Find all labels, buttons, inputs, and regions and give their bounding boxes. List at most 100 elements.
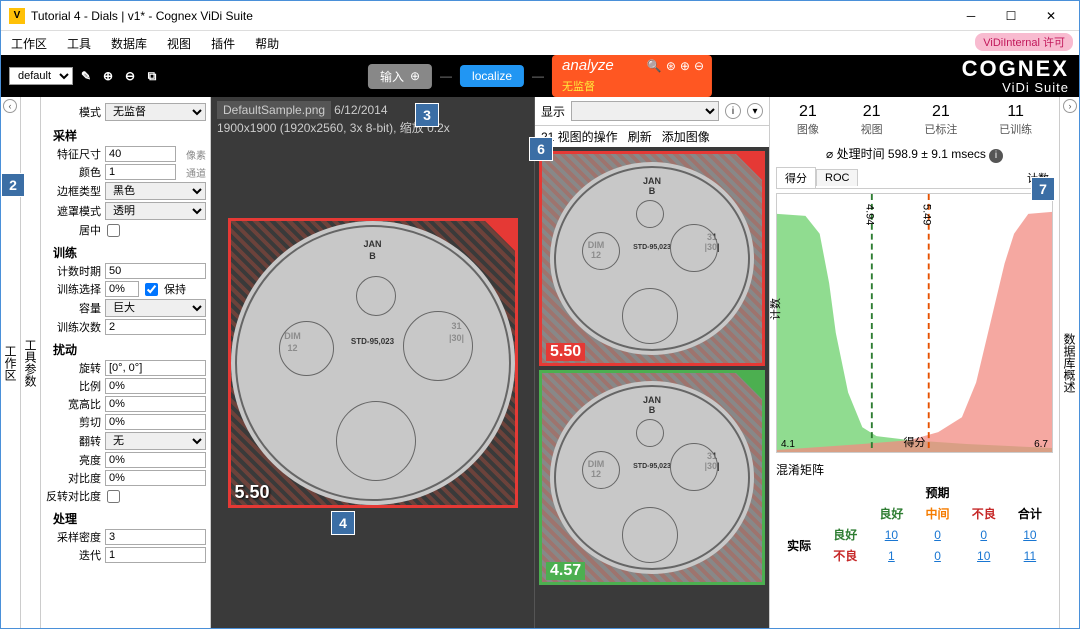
- col-bad: 不良: [961, 503, 1007, 524]
- matrix-cell[interactable]: 10: [961, 545, 1007, 566]
- scale-input[interactable]: [105, 378, 206, 394]
- processing-section: 处理: [53, 510, 206, 527]
- tab-roc[interactable]: ROC: [816, 169, 858, 186]
- color-input[interactable]: [105, 164, 176, 180]
- threshold-2-label: 5.49: [920, 204, 932, 225]
- invcontrast-label: 反转对比度: [45, 488, 101, 504]
- add-image-button[interactable]: 添加图像: [662, 128, 710, 145]
- menu-tools[interactable]: 工具: [63, 33, 95, 54]
- search-icon[interactable]: 🔍: [647, 59, 662, 73]
- contrast-label: 对比度: [45, 470, 101, 486]
- thumbnail-item[interactable]: JANBSTD-95,023DIM1231|30|5.50: [539, 151, 765, 366]
- chevron-down-icon[interactable]: ▾: [747, 103, 763, 119]
- minus-circle-icon[interactable]: ⊖: [694, 59, 704, 73]
- x-tick: 6.7: [1034, 439, 1048, 450]
- matrix-cell[interactable]: 0: [914, 524, 960, 545]
- cognex-logo: COGNEX ViDi Suite: [962, 58, 1069, 95]
- display-filter-select[interactable]: [571, 101, 719, 121]
- timing-label: ⌀ 处理时间 598.9 ± 9.1 msecs i: [776, 145, 1053, 163]
- capacity-label: 容量: [45, 300, 101, 316]
- matrix-cell[interactable]: 1: [868, 545, 914, 566]
- feature-size-input[interactable]: [105, 146, 176, 162]
- shear-input[interactable]: [105, 414, 206, 430]
- feature-size-label: 特征尺寸: [45, 146, 101, 162]
- border-select[interactable]: 黑色: [105, 182, 206, 200]
- rotation-input[interactable]: [105, 360, 206, 376]
- mask-select[interactable]: 透明: [105, 202, 206, 220]
- menu-plugins[interactable]: 插件: [207, 33, 239, 54]
- menu-workspace[interactable]: 工作区: [7, 33, 51, 54]
- col-good: 良好: [868, 503, 914, 524]
- menu-database[interactable]: 数据库: [107, 33, 151, 54]
- thumb-score: 4.57: [546, 562, 585, 580]
- thumbnail-list[interactable]: JANBSTD-95,023DIM1231|30|5.50JANBSTD-95,…: [535, 147, 769, 628]
- flip-select[interactable]: 无: [105, 432, 206, 450]
- aspect-input[interactable]: [105, 396, 206, 412]
- density-input[interactable]: [105, 529, 206, 545]
- close-button[interactable]: ✕: [1031, 4, 1071, 28]
- thumbnail-item[interactable]: JANBSTD-95,023DIM1231|30|4.57: [539, 370, 765, 585]
- x-tick: 4.1: [781, 439, 795, 450]
- keep-checkbox[interactable]: [145, 283, 158, 296]
- generation-input[interactable]: [105, 547, 206, 563]
- mode-select[interactable]: 无监督: [105, 103, 206, 121]
- plus-circle-icon: ⊕: [410, 69, 420, 83]
- callout-7: 7: [1031, 177, 1055, 201]
- trainsel-input[interactable]: [105, 281, 139, 297]
- iters-input[interactable]: [105, 319, 206, 335]
- window-title: Tutorial 4 - Dials | v1* - Cognex ViDi S…: [31, 9, 951, 23]
- matrix-cell[interactable]: 10: [1007, 524, 1053, 545]
- matrix-cell[interactable]: 0: [914, 545, 960, 566]
- callout-2: 2: [1, 173, 25, 197]
- matrix-cell[interactable]: 0: [961, 524, 1007, 545]
- keep-label: 保持: [164, 281, 186, 297]
- generation-label: 迭代: [45, 547, 101, 563]
- menu-view[interactable]: 视图: [163, 33, 195, 54]
- add-icon[interactable]: ✎: [77, 67, 95, 85]
- main-result-box[interactable]: JAN B DIM 12 STD-95,023 31 |30|: [228, 218, 518, 508]
- contrast-input[interactable]: [105, 470, 206, 486]
- brain-icon[interactable]: ⊛: [666, 59, 676, 73]
- license-badge: ViDiInternal 许可: [975, 33, 1073, 51]
- mode-label: 模式: [45, 104, 101, 120]
- unit-label: 像素: [180, 147, 206, 162]
- minimize-button[interactable]: ─: [951, 4, 991, 28]
- image-viewer[interactable]: DefaultSample.png 6/12/2014 1900x1900 (1…: [211, 97, 534, 628]
- refresh-button[interactable]: 刷新: [628, 128, 652, 145]
- collapse-right-icon[interactable]: ›: [1063, 99, 1077, 113]
- plus-circle-icon[interactable]: ⊕: [680, 59, 690, 73]
- plus-icon[interactable]: ⊕: [99, 67, 117, 85]
- menu-help[interactable]: 帮助: [251, 33, 283, 54]
- info-icon[interactable]: i: [989, 149, 1003, 163]
- thumbnails-panel: 显示 i ▾ 21 视图的操作 刷新 添加图像 JANBSTD-95,023DI…: [534, 97, 769, 628]
- link-icon: —: [440, 69, 452, 83]
- confusion-matrix: 混淆矩阵 预期 良好 中间 不良 合计 实际良好100010不良101011: [776, 461, 1053, 566]
- minus-icon[interactable]: ⊖: [121, 67, 139, 85]
- input-button[interactable]: 输入⊕: [368, 64, 432, 89]
- sidetab-db-overview[interactable]: 数据库概述: [1059, 97, 1079, 628]
- training-section: 训练: [53, 244, 206, 261]
- shear-label: 剪切: [45, 414, 101, 430]
- workspace-select[interactable]: default: [9, 67, 73, 85]
- localize-button[interactable]: localize: [460, 65, 524, 87]
- stats-row: 21图像21视图21已标注11已训练: [776, 103, 1053, 137]
- capacity-select[interactable]: 巨大: [105, 299, 206, 317]
- matrix-cell[interactable]: 11: [1007, 545, 1053, 566]
- maximize-button[interactable]: ☐: [991, 4, 1031, 28]
- luminance-input[interactable]: [105, 452, 206, 468]
- copy-icon[interactable]: ⧉: [143, 67, 161, 85]
- collapse-left-icon[interactable]: ‹: [3, 99, 17, 113]
- matrix-cell[interactable]: 10: [868, 524, 914, 545]
- analyze-button[interactable]: analyze 无监督 🔍 ⊛ ⊕ ⊖: [552, 55, 712, 96]
- color-label: 颜色: [45, 164, 101, 180]
- center-panel: DefaultSample.png 6/12/2014 1900x1900 (1…: [211, 97, 769, 628]
- info-icon[interactable]: i: [725, 103, 741, 119]
- col-mid: 中间: [914, 503, 960, 524]
- tab-score[interactable]: 得分: [776, 167, 816, 188]
- invcontrast-checkbox[interactable]: [107, 490, 120, 503]
- actual-header: 实际: [776, 524, 822, 566]
- display-label: 显示: [541, 103, 565, 120]
- center-checkbox[interactable]: [107, 224, 120, 237]
- score-chart[interactable]: 计数 得分 4.1 6.7 4.94 5.49: [776, 193, 1053, 453]
- epochs-input[interactable]: [105, 263, 206, 279]
